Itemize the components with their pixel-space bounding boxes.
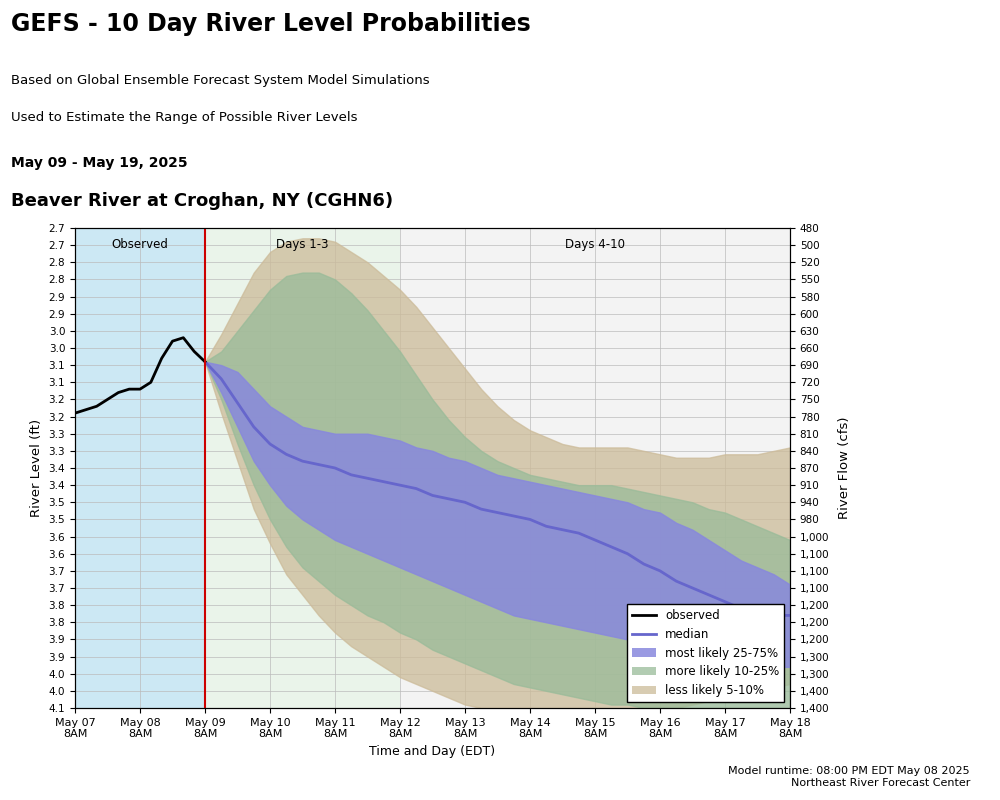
Bar xyxy=(205,228,400,708)
Text: GEFS - 10 Day River Level Probabilities: GEFS - 10 Day River Level Probabilities xyxy=(11,12,531,36)
Text: Beaver River at Croghan, NY (CGHN6): Beaver River at Croghan, NY (CGHN6) xyxy=(11,192,393,210)
Text: Observed: Observed xyxy=(112,238,168,250)
Y-axis label: River Level (ft): River Level (ft) xyxy=(30,419,43,517)
X-axis label: Time and Day (EDT): Time and Day (EDT) xyxy=(369,745,496,758)
Text: Model runtime: 08:00 PM EDT May 08 2025
Northeast River Forecast Center: Model runtime: 08:00 PM EDT May 08 2025 … xyxy=(728,766,970,788)
Bar xyxy=(75,228,205,708)
Y-axis label: River Flow (cfs): River Flow (cfs) xyxy=(838,417,851,519)
Legend: observed, median, most likely 25-75%, more likely 10-25%, less likely 5-10%: observed, median, most likely 25-75%, mo… xyxy=(627,604,784,702)
Text: Days 4-10: Days 4-10 xyxy=(565,238,625,250)
Text: Based on Global Ensemble Forecast System Model Simulations: Based on Global Ensemble Forecast System… xyxy=(11,74,430,87)
Text: May 09 - May 19, 2025: May 09 - May 19, 2025 xyxy=(11,155,188,170)
Bar xyxy=(400,228,790,708)
Text: Used to Estimate the Range of Possible River Levels: Used to Estimate the Range of Possible R… xyxy=(11,111,358,124)
Text: Days 1-3: Days 1-3 xyxy=(276,238,329,250)
